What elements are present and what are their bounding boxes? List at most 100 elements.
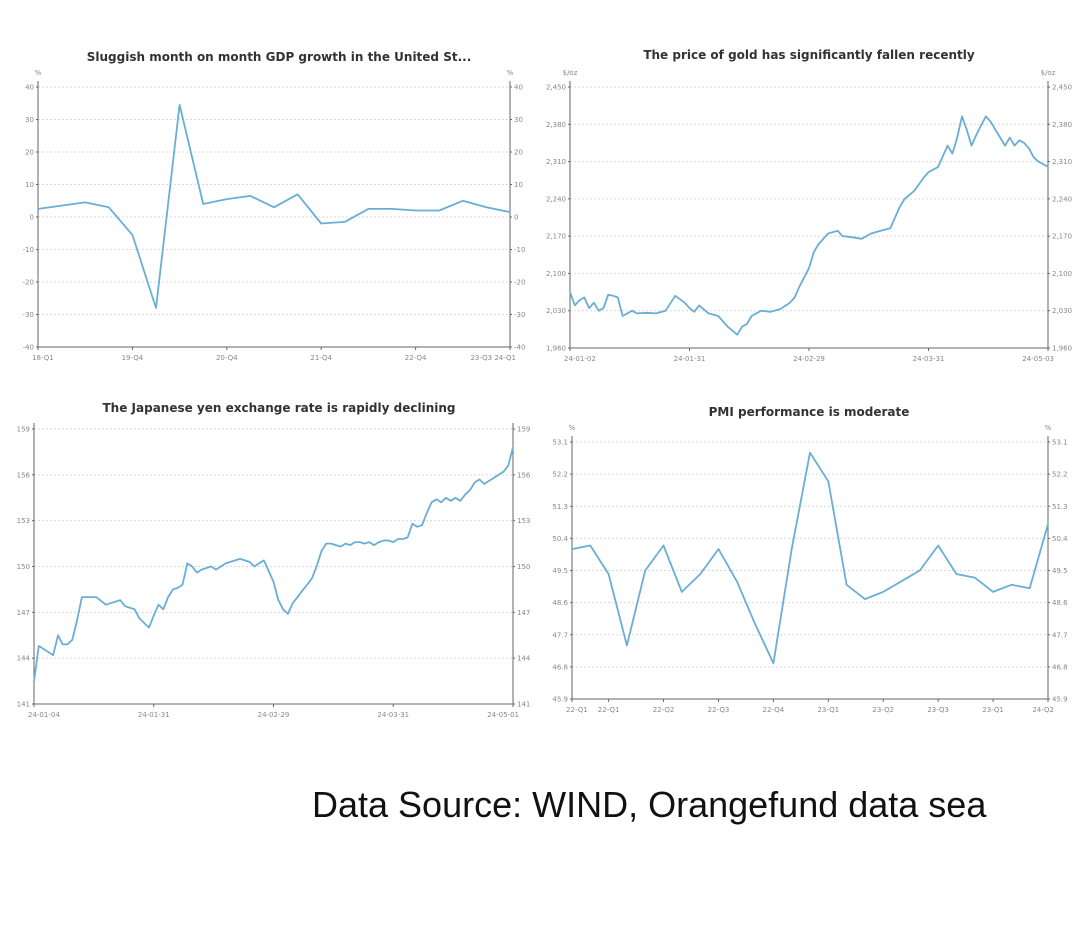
x-tick-label: 24-01-31 <box>674 355 706 363</box>
y2-tick-label: 156 <box>517 471 531 479</box>
y2-tick-label: 52.2 <box>1052 471 1068 479</box>
series-line <box>37 104 511 309</box>
y2-tick-label: 2,450 <box>1052 84 1072 92</box>
y2-tick-label: 2,100 <box>1052 270 1072 278</box>
y2-tick-label: 150 <box>517 563 530 571</box>
y2-tick-label: 2,170 <box>1052 233 1072 241</box>
y-tick-label: 1,960 <box>546 345 566 353</box>
y2-tick-label: -30 <box>514 311 525 319</box>
y2-tick-label: 144 <box>517 655 531 663</box>
gdp-chart-panel: Sluggish month on month GDP growth in th… <box>18 40 540 370</box>
y-tick-label: -10 <box>23 246 34 254</box>
series-line <box>571 451 1049 665</box>
y2-tick-label: 49.5 <box>1052 567 1068 575</box>
pmi-chart-panel: PMI performance is moderate 45.9 46.8 47.7… <box>548 395 1070 725</box>
y2-tick-label: 2,030 <box>1052 307 1072 315</box>
pmi-chart: 45.9 46.8 47.7 48.6 49.5 50.4 51.3 52.2 53.1 45.9… <box>552 424 1068 714</box>
y2-tick-label: 10 <box>514 181 523 189</box>
x-tick-label: 24-01-31 <box>138 711 170 719</box>
x-tick-label: 24-02-29 <box>258 711 290 719</box>
y2-tick-label: 53.1 <box>1052 439 1068 447</box>
x-tick-label: 23-Q1 <box>817 706 839 714</box>
y-tick-label: 147 <box>17 609 30 617</box>
y-tick-label: 153 <box>17 517 30 525</box>
x-tick-label: 18-Q1 <box>32 354 54 362</box>
series-line <box>33 446 514 683</box>
y-tick-label: 150 <box>17 563 30 571</box>
y2-tick-label: 20 <box>514 149 523 157</box>
chart-title: The Japanese yen exchange rate is rapidl… <box>102 401 456 415</box>
y2-tick-label: 141 <box>517 701 530 709</box>
y2-tick-label: 40 <box>514 84 523 92</box>
y2-unit-label: % <box>507 69 514 77</box>
x-tick-label: 20-Q4 <box>216 354 238 362</box>
y2-tick-label: 2,380 <box>1052 121 1072 129</box>
yen-chart: 141 144 147 150 153 156 159 141 144 147 150 153 156 1… <box>17 423 531 719</box>
y-tick-label: 46.8 <box>552 663 568 671</box>
y-tick-label: 2,310 <box>546 158 566 166</box>
y-unit-label: % <box>35 69 42 77</box>
x-tick-label: 24-05-03 <box>1022 355 1054 363</box>
y-tick-label: 30 <box>25 116 34 124</box>
y-tick-label: 53.1 <box>552 439 568 447</box>
y2-unit-label: % <box>1045 424 1052 432</box>
y-tick-label: 45.9 <box>552 696 568 704</box>
y-tick-label: 47.7 <box>552 631 568 639</box>
x-tick-label: 23-Q1 <box>982 706 1004 714</box>
x-tick-label: 24-05-01 <box>487 711 519 719</box>
y2-tick-label: 51.3 <box>1052 503 1068 511</box>
x-tick-label: 24-03-31 <box>377 711 409 719</box>
y-tick-label: 0 <box>30 214 34 222</box>
y2-tick-label: 50.4 <box>1052 535 1068 543</box>
y2-tick-label: 153 <box>517 517 530 525</box>
y2-tick-label: 1,960 <box>1052 345 1072 353</box>
y-tick-label: -20 <box>23 279 34 287</box>
chart-title: PMI performance is moderate <box>708 405 910 419</box>
y2-tick-label: 48.6 <box>1052 599 1068 607</box>
gdp-chart: -40 -30 -20 -10 0 10 20 30 40 -40 -30 -20 -10 0 10 20 30… <box>23 69 526 362</box>
chart-title: Sluggish month on month GDP growth in th… <box>86 50 472 64</box>
y-tick-label: 2,450 <box>546 84 566 92</box>
y-unit-label: % <box>569 424 576 432</box>
y-tick-label: 2,030 <box>546 307 566 315</box>
y-tick-label: 156 <box>17 471 31 479</box>
y2-tick-label: 46.8 <box>1052 663 1068 671</box>
y-tick-label: 40 <box>25 84 34 92</box>
y-tick-label: 2,100 <box>546 270 566 278</box>
x-tick-label: 22-Q1 <box>566 706 588 714</box>
y2-tick-label: 45.9 <box>1052 696 1068 704</box>
y-tick-label: 2,170 <box>546 233 566 241</box>
yen-chart-panel: The Japanese yen exchange rate is rapidl… <box>17 395 540 725</box>
x-tick-label: 24-Q2 <box>1032 706 1054 714</box>
y2-tick-label: -20 <box>514 279 525 287</box>
x-tick-label: 22-Q3 <box>708 706 730 714</box>
y2-tick-label: 147 <box>517 609 530 617</box>
y-unit-label: $/oz <box>563 69 578 77</box>
y2-tick-label: 2,240 <box>1052 195 1072 203</box>
y2-tick-label: 159 <box>517 426 530 434</box>
gold-chart: 1,960 2,030 2,100 2,170 2,240 2,310 2,380 2,450… <box>546 69 1072 363</box>
x-tick-label: 23-Q3 <box>927 706 949 714</box>
x-tick-label: 24-01-04 <box>28 711 60 719</box>
y-tick-label: -30 <box>23 311 34 319</box>
y2-tick-label: 47.7 <box>1052 631 1068 639</box>
data-source-caption: Data Source: WIND, Orangefund data sea <box>312 784 987 825</box>
x-tick-label: 19-Q4 <box>122 354 144 362</box>
y2-unit-label: $/oz <box>1041 69 1056 77</box>
y-tick-label: 141 <box>17 701 30 709</box>
y2-tick-label: 2,310 <box>1052 158 1072 166</box>
y-tick-label: 49.5 <box>552 567 568 575</box>
x-tick-label: 23-Q2 <box>872 706 894 714</box>
y-tick-label: 2,240 <box>546 195 566 203</box>
gold-chart-panel: The price of gold has significantly fall… <box>546 40 1072 370</box>
y-tick-label: 2,380 <box>546 121 566 129</box>
y2-tick-label: -40 <box>514 344 525 352</box>
x-tick-label: 22-Q4 <box>763 706 785 714</box>
y-tick-label: 10 <box>25 181 34 189</box>
y-tick-label: 159 <box>17 426 30 434</box>
y-tick-label: 144 <box>17 655 31 663</box>
x-tick-label: 22-Q4 <box>405 354 427 362</box>
x-tick-label: 24-02-29 <box>793 355 825 363</box>
y-tick-label: 48.6 <box>552 599 568 607</box>
y2-tick-label: 0 <box>514 214 518 222</box>
